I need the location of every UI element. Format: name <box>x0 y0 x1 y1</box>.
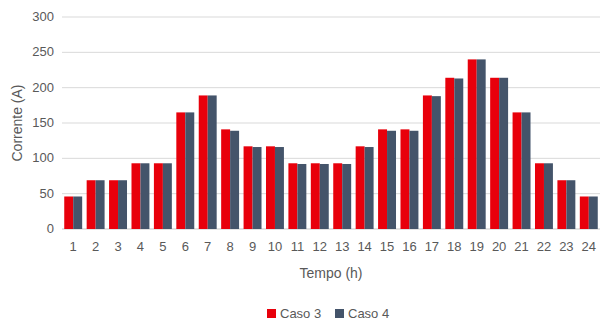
bar <box>342 164 351 229</box>
bar <box>432 96 441 229</box>
bar <box>544 163 553 229</box>
bar <box>477 59 486 229</box>
bar <box>208 95 217 229</box>
bar <box>589 196 598 229</box>
y-tick-label: 250 <box>32 44 54 59</box>
x-tick-label: 21 <box>514 239 528 254</box>
bar <box>288 163 297 229</box>
y-tick-label: 200 <box>32 80 54 95</box>
x-tick-label: 6 <box>182 239 189 254</box>
bar <box>387 131 396 229</box>
bar <box>566 180 575 229</box>
legend-swatch <box>335 309 344 318</box>
y-axis-title: Corrente (A) <box>9 84 25 161</box>
bar <box>513 112 522 229</box>
bar <box>490 78 499 229</box>
bar <box>176 112 185 229</box>
legend-swatch <box>267 309 276 318</box>
x-tick-label: 7 <box>204 239 211 254</box>
bar <box>73 196 82 229</box>
x-tick-label: 22 <box>537 239 551 254</box>
x-tick-label: 10 <box>268 239 282 254</box>
bar <box>230 131 239 229</box>
legend: Caso 3 Caso 4 <box>267 306 389 321</box>
bar <box>499 78 508 229</box>
bar <box>535 163 544 229</box>
bar <box>199 95 208 229</box>
chart-container: 0501001502002503001234567891011121314151… <box>0 0 610 328</box>
x-tick-label: 23 <box>559 239 573 254</box>
y-tick-label: 100 <box>32 150 54 165</box>
y-tick-label: 150 <box>32 115 54 130</box>
bar <box>445 78 454 229</box>
grid-line <box>62 87 600 88</box>
x-tick-label: 1 <box>70 239 77 254</box>
bars <box>64 59 598 229</box>
x-tick-label: 18 <box>447 239 461 254</box>
bar <box>454 78 463 229</box>
grid <box>62 17 600 229</box>
bar <box>163 163 172 229</box>
x-tick-label: 2 <box>92 239 99 254</box>
bar <box>131 163 140 229</box>
y-tick-label: 300 <box>32 9 54 24</box>
legend-label: Caso 3 <box>280 306 321 321</box>
bar <box>468 59 477 229</box>
bar <box>253 147 262 229</box>
legend-label: Caso 4 <box>348 306 389 321</box>
x-tick-label: 19 <box>469 239 483 254</box>
x-tick-label: 13 <box>335 239 349 254</box>
x-tick-label: 16 <box>402 239 416 254</box>
x-tick-label: 24 <box>582 239 596 254</box>
bar <box>333 163 342 229</box>
bar <box>87 180 96 229</box>
bar <box>580 196 589 229</box>
bar <box>400 129 409 229</box>
bar <box>96 180 105 229</box>
x-tick-label: 5 <box>159 239 166 254</box>
bar <box>522 112 531 229</box>
bar <box>118 180 127 229</box>
grid-line <box>62 52 600 53</box>
bar <box>423 95 432 229</box>
bar <box>378 129 387 229</box>
bar <box>221 129 230 229</box>
bar <box>185 112 194 229</box>
x-axis-title: Tempo (h) <box>299 265 362 281</box>
x-tick-label: 12 <box>313 239 327 254</box>
bar <box>266 146 275 229</box>
bar <box>297 164 306 229</box>
chart-svg: 0501001502002503001234567891011121314151… <box>0 0 610 328</box>
bar <box>244 146 253 229</box>
bar <box>311 163 320 229</box>
x-tick-label: 14 <box>357 239 371 254</box>
bar <box>140 163 149 229</box>
bar <box>557 180 566 229</box>
x-tick-label: 8 <box>227 239 234 254</box>
bar <box>356 146 365 229</box>
bar <box>275 147 284 229</box>
bar <box>154 163 163 229</box>
x-tick-label: 20 <box>492 239 506 254</box>
bar <box>409 131 418 229</box>
grid-line <box>62 17 600 18</box>
bar <box>365 147 374 229</box>
x-tick-label: 15 <box>380 239 394 254</box>
y-tick-label: 50 <box>40 186 54 201</box>
y-tick-label: 0 <box>47 221 54 236</box>
bar <box>109 180 118 229</box>
x-tick-label: 9 <box>249 239 256 254</box>
x-tick-label: 17 <box>425 239 439 254</box>
x-tick-label: 4 <box>137 239 144 254</box>
x-tick-label: 11 <box>291 239 305 254</box>
bar <box>320 164 329 229</box>
x-tick-label: 3 <box>114 239 121 254</box>
bar <box>64 196 73 229</box>
